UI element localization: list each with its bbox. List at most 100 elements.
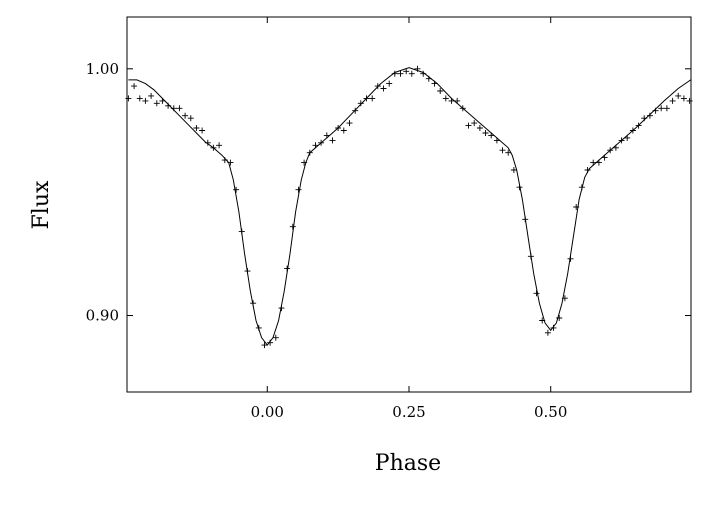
- observed-points-layer: [125, 65, 693, 349]
- y-axis-ticks: 0.90 1.00: [86, 60, 691, 325]
- data-point-3: [142, 97, 149, 104]
- data-point-2: [136, 95, 143, 102]
- model-curve-line: [128, 67, 691, 346]
- data-point-88: [624, 134, 631, 141]
- data-point-38: [340, 127, 347, 134]
- data-point-55: [437, 88, 444, 94]
- data-point-61: [471, 120, 478, 127]
- data-point-67: [505, 149, 512, 156]
- data-point-99: [686, 97, 693, 104]
- data-point-56: [442, 95, 449, 102]
- y-tick-label-0: 0.90: [86, 307, 119, 325]
- data-point-26: [272, 334, 279, 341]
- data-point-29: [289, 223, 296, 230]
- data-point-77: [561, 295, 568, 302]
- data-point-16: [216, 142, 223, 149]
- data-point-98: [680, 95, 687, 102]
- data-point-42: [363, 95, 370, 102]
- data-point-76: [556, 315, 563, 321]
- data-point-51: [414, 65, 421, 72]
- data-point-74: [544, 329, 551, 336]
- data-point-96: [669, 97, 676, 104]
- data-point-30: [295, 186, 302, 193]
- data-point-22: [250, 300, 257, 307]
- data-point-44: [374, 83, 381, 90]
- data-point-8: [170, 105, 177, 112]
- data-point-49: [403, 68, 410, 75]
- data-point-86: [612, 144, 619, 151]
- x-tick-label-2: 0.50: [534, 403, 567, 421]
- data-point-43: [369, 95, 376, 102]
- data-point-92: [646, 112, 653, 119]
- x-axis-title: Phase: [375, 451, 441, 476]
- data-point-6: [159, 97, 166, 104]
- data-point-95: [663, 105, 670, 112]
- data-point-11: [187, 115, 194, 122]
- data-point-23: [255, 324, 262, 331]
- data-point-89: [629, 127, 636, 134]
- data-point-46: [386, 80, 393, 87]
- data-point-18: [227, 159, 234, 166]
- data-point-33: [312, 142, 319, 149]
- data-point-79: [573, 204, 580, 210]
- data-point-5: [153, 100, 160, 107]
- data-point-12: [193, 125, 200, 131]
- data-point-45: [380, 85, 387, 92]
- data-point-1: [131, 83, 138, 90]
- data-point-73: [539, 317, 546, 324]
- data-point-60: [465, 122, 472, 129]
- y-axis-title: Flux: [29, 180, 54, 229]
- data-point-71: [527, 253, 534, 260]
- data-point-80: [578, 184, 585, 191]
- data-point-91: [641, 115, 648, 122]
- data-point-54: [431, 80, 438, 87]
- data-point-34: [318, 139, 325, 146]
- data-point-48: [397, 70, 404, 77]
- data-point-81: [584, 167, 591, 173]
- data-point-93: [652, 107, 659, 114]
- data-point-9: [176, 105, 183, 112]
- data-point-28: [284, 265, 291, 272]
- data-point-35: [323, 132, 330, 139]
- data-point-68: [510, 167, 517, 173]
- data-point-47: [391, 70, 398, 77]
- data-point-62: [476, 125, 483, 131]
- data-point-13: [199, 127, 206, 134]
- data-point-25: [267, 339, 274, 346]
- data-point-75: [550, 324, 557, 331]
- data-point-85: [607, 147, 614, 154]
- data-point-27: [278, 305, 285, 312]
- data-point-10: [182, 112, 189, 119]
- data-point-21: [244, 268, 251, 275]
- data-point-97: [675, 92, 682, 99]
- data-point-39: [346, 120, 353, 127]
- data-point-83: [595, 159, 602, 166]
- data-point-4: [148, 92, 155, 99]
- data-point-0: [125, 95, 132, 102]
- data-point-7: [165, 102, 172, 109]
- data-point-50: [408, 70, 415, 77]
- model-curve-layer: [128, 67, 691, 346]
- data-point-24: [261, 342, 268, 349]
- data-point-32: [306, 149, 313, 156]
- x-axis-ticks: 0.00 0.25 0.50: [251, 17, 567, 421]
- y-tick-label-1: 1.00: [86, 60, 119, 78]
- data-point-52: [420, 70, 427, 77]
- data-point-90: [635, 122, 642, 129]
- data-point-20: [238, 228, 245, 235]
- data-point-82: [590, 159, 597, 166]
- data-point-64: [488, 132, 495, 139]
- data-point-36: [329, 137, 336, 144]
- data-point-63: [482, 130, 489, 136]
- data-point-57: [448, 97, 455, 104]
- data-point-14: [204, 139, 211, 146]
- data-point-53: [425, 75, 432, 82]
- data-point-15: [210, 144, 217, 151]
- data-point-58: [454, 97, 461, 104]
- x-tick-label-0: 0.00: [251, 403, 284, 421]
- data-point-41: [357, 100, 364, 107]
- data-point-31: [301, 159, 308, 166]
- data-point-65: [493, 137, 500, 144]
- data-point-19: [233, 186, 240, 193]
